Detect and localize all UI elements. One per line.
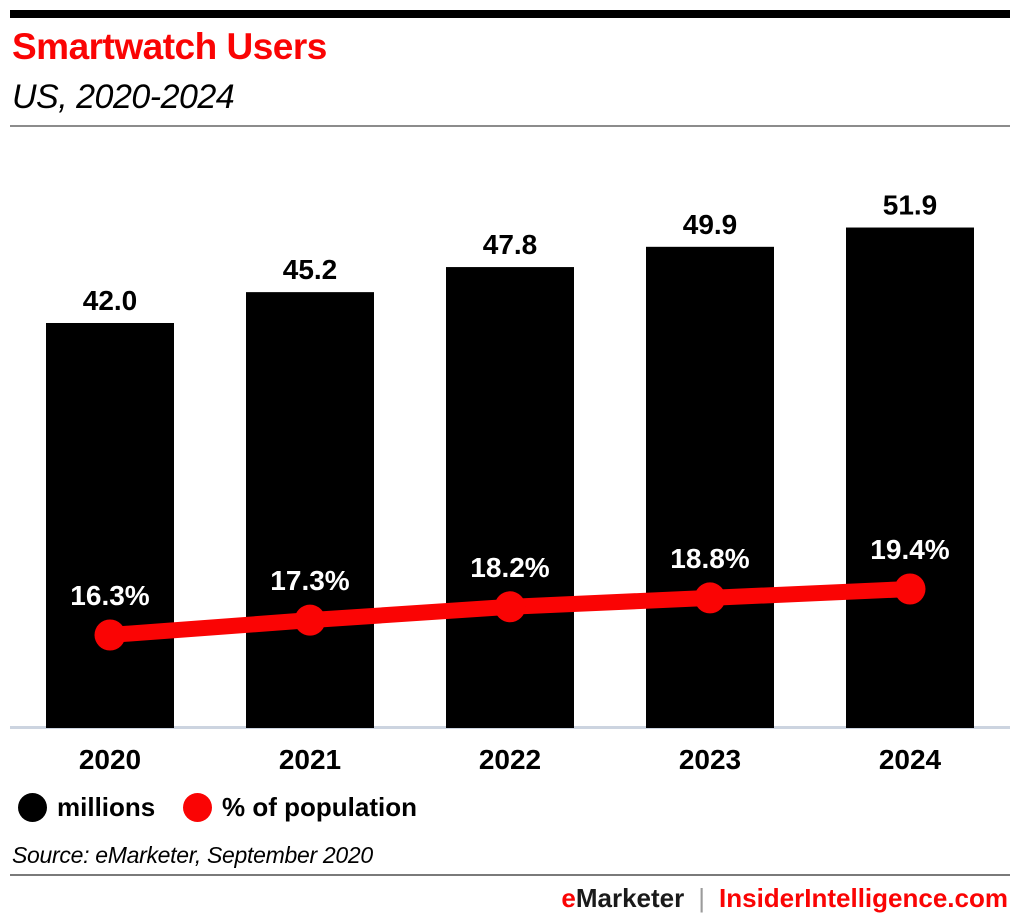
footer-divider	[10, 874, 1010, 876]
insider-intelligence-link[interactable]: InsiderIntelligence.com	[719, 883, 1008, 913]
line-value-label-2023: 18.8%	[670, 543, 749, 574]
brand-logo-e: e	[561, 883, 576, 913]
x-axis-label-2024: 2024	[879, 744, 942, 775]
line-marker-2023	[694, 582, 726, 614]
legend-dot-black	[18, 792, 47, 822]
legend-item-pct-of-population: % of population	[183, 791, 417, 823]
bar-2020	[46, 322, 174, 728]
line-value-label-2021: 17.3%	[270, 565, 349, 596]
bar-2024	[846, 227, 974, 728]
x-axis-label-2020: 2020	[79, 744, 141, 775]
line-marker-2020	[94, 619, 126, 651]
line-marker-2022	[494, 591, 526, 623]
bar-value-label-2020: 42.0	[83, 285, 138, 316]
bar-value-label-2022: 47.8	[483, 229, 538, 260]
bar-2022	[446, 267, 574, 728]
legend-label-pct-of-population: % of population	[222, 791, 417, 822]
x-axis-label-2023: 2023	[679, 744, 741, 775]
line-value-label-2022: 18.2%	[470, 552, 549, 583]
brand-logo-marketer: Marketer	[575, 883, 685, 913]
footer-separator: |	[698, 883, 706, 913]
line-marker-2024	[894, 573, 926, 605]
x-axis-label-2022: 2022	[479, 744, 541, 775]
bar-value-label-2024: 51.9	[883, 190, 938, 221]
page-subtitle: US, 2020-2024	[12, 78, 235, 116]
bar-value-label-2021: 45.2	[283, 254, 338, 285]
x-axis-label-2021: 2021	[279, 744, 341, 775]
line-value-label-2024: 19.4%	[870, 534, 949, 565]
page-title: Smartwatch Users	[12, 26, 327, 67]
line-value-label-2020: 16.3%	[70, 580, 149, 611]
source-note: Source: eMarketer, September 2020	[12, 842, 373, 868]
legend-label-millions: millions	[57, 791, 156, 822]
top-black-bar	[10, 10, 1010, 18]
line-marker-2021	[294, 604, 326, 636]
bar-value-label-2023: 49.9	[683, 209, 738, 240]
bar-2021	[246, 292, 374, 728]
chart-legend: millions % of population	[0, 791, 1020, 823]
footer-branding: eMarketer | InsiderIntelligence.com	[561, 883, 1008, 914]
bar-2023	[646, 246, 774, 728]
legend-item-millions: millions	[18, 791, 155, 823]
legend-dot-red	[183, 792, 212, 822]
header-divider	[10, 125, 1010, 127]
